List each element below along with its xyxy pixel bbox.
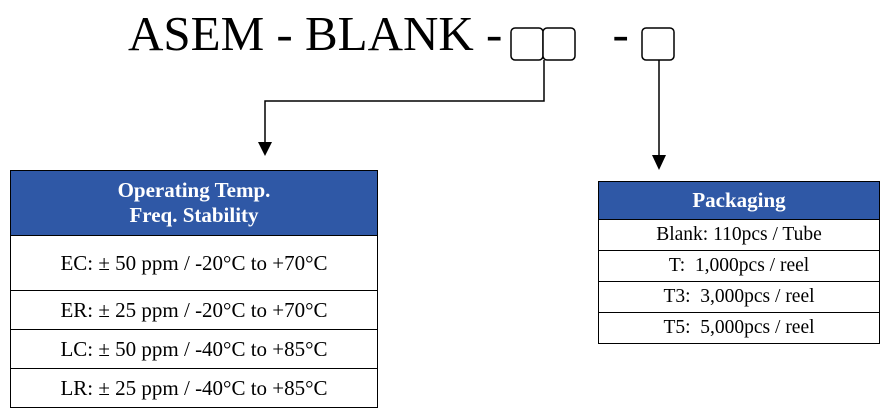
temp-row-er: ER: ± 25 ppm / -20°C to +70°C	[10, 290, 378, 330]
arrow-head-pack	[652, 155, 666, 170]
part-code-prefix: ASEM - BLANK -	[128, 6, 515, 61]
temp-row-ec: EC: ± 50 ppm / -20°C to +70°C	[10, 235, 378, 291]
temp-row-lc: LC: ± 50 ppm / -40°C to +85°C	[10, 329, 378, 369]
pack-table-header: Packaging	[598, 181, 880, 220]
pack-row-t5: T5: 5,000pcs / reel	[598, 312, 880, 344]
temp-header-line2: Freq. Stability	[129, 203, 259, 227]
pack-row-t: T: 1,000pcs / reel	[598, 250, 880, 282]
part-number-code: ASEM - BLANK - -	[128, 4, 629, 64]
temp-header-line1: Operating Temp.	[117, 178, 271, 202]
part-code-separator: -	[612, 6, 629, 61]
arrow-head-temp	[258, 142, 272, 156]
operating-temp-table: Operating Temp. Freq. Stability EC: ± 50…	[10, 170, 378, 408]
option-box-2	[542, 27, 576, 61]
connector-temp	[264, 60, 545, 142]
option-box-3	[641, 27, 675, 61]
temp-row-lr: LR: ± 25 ppm / -40°C to +85°C	[10, 368, 378, 408]
pack-row-blank: Blank: 110pcs / Tube	[598, 219, 880, 251]
pack-row-t3: T3: 3,000pcs / reel	[598, 281, 880, 313]
temp-table-header: Operating Temp. Freq. Stability	[10, 170, 378, 236]
packaging-table: Packaging Blank: 110pcs / Tube T: 1,000p…	[598, 181, 880, 344]
